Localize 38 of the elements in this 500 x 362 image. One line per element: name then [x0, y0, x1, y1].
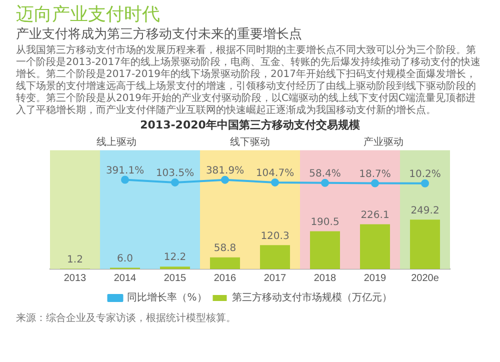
x-tick-label: 2017	[264, 272, 287, 284]
data-label: 104.7%	[256, 168, 294, 180]
text: 产业驱动	[363, 136, 404, 148]
bar	[210, 257, 240, 269]
data-label: 391.1%	[106, 165, 144, 176]
bar	[260, 245, 290, 269]
data-label: 10.2%	[409, 168, 441, 180]
data-label: 190.5	[310, 216, 340, 228]
x-tick-label: 2020e	[411, 272, 440, 284]
data-label: 103.5%	[156, 168, 194, 180]
legend-label: 第三方移动支付市场规模（万亿元）	[232, 292, 392, 304]
x-tick-label: 2013	[64, 272, 87, 284]
data-label: 120.3	[260, 230, 290, 242]
data-label: 249.2	[410, 205, 440, 216]
legend-label: 同比增长率（%）	[127, 292, 207, 304]
source-note: 来源：综合企业及专家访谈，根据统计模型核算。	[16, 313, 237, 325]
chart-title: 迈向产业支付时代	[16, 4, 161, 26]
bar	[410, 220, 440, 269]
data-label: 381.9%	[206, 165, 244, 176]
bar	[310, 231, 340, 269]
data-label: 1.2	[67, 254, 83, 266]
x-tick-label: 2019	[364, 272, 387, 284]
data-label: 58.8	[214, 242, 236, 254]
chart-subtitle: 产业支付将成为第三方移动支付未来的重要增长点	[16, 26, 303, 43]
text: 线下驱动	[230, 136, 270, 148]
x-tick-label: 2016	[214, 272, 237, 284]
bar	[360, 224, 390, 269]
text: 线上驱动	[96, 136, 137, 148]
data-label: 58.4%	[309, 168, 341, 180]
x-tick-label: 2018	[314, 272, 337, 284]
data-label: 12.2	[164, 252, 186, 264]
data-label: 226.1	[360, 210, 390, 221]
text: 2013-2020年中国第三方移动支付交易规模	[140, 118, 361, 132]
data-label: 18.7%	[359, 168, 391, 180]
data-label: 6.0	[117, 253, 133, 264]
x-tick-label: 2015	[164, 272, 187, 284]
text: 从我国第三方移动支付市场的发展历程来看，根据不同时期的主要增长点不同大致可以分为三个阶段。第一个阶段是2013-2017年的线上场景驱动阶段，电商、互金、转账的先后爆发持续推动了移动支付的快速增长。第二个阶段是2017-2019年的线下场景驱动阶段，2017年开始线下扫码支付规模全面爆发增长，线下场景的支付增速远高于线上场景支付的增速，引领移动支付经历了由线上驱动阶段到线下驱动阶段的转变。第三个阶段是从2019年开始的产业支付驱动阶段，以C端驱动的线上线下支付因C端流量见顶都进入了平稳增长期，而产业支付伴随产业互联网的快速崛起正逐渐成为我国移动支付新的增长点。	[16, 45, 482, 117]
x-tick-label: 2014	[114, 272, 137, 284]
